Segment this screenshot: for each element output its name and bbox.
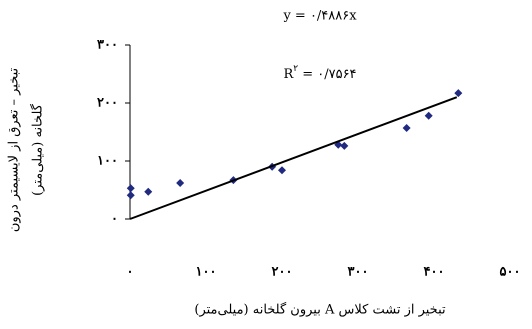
x-tick-label: ۳۰۰	[348, 265, 369, 280]
y-tick-label: ۱۰۰	[97, 154, 118, 169]
y-tick-label: ۲۰۰	[97, 96, 118, 111]
data-point	[454, 89, 463, 98]
y-tick-label: ۰	[111, 212, 118, 227]
x-tick-label: ۴۰۰	[424, 265, 445, 280]
x-tick-label: ۲۰۰	[272, 265, 293, 280]
data-point	[126, 184, 135, 193]
data-point	[278, 166, 286, 175]
x-tick-label: ۰	[127, 265, 134, 280]
y-tick-label: ۳۰۰	[97, 38, 118, 53]
trend-line	[129, 96, 458, 220]
x-tick-label: ۵۰۰	[500, 265, 521, 280]
data-point	[176, 179, 185, 188]
r2-rest: = ۰/۷۵۶۴	[298, 67, 356, 82]
x-tick-label: ۱۰۰	[196, 265, 217, 280]
x-axis-label: تبخیر از تشت کلاس A بیرون گلخانه (میلی‌م…	[194, 302, 446, 318]
y-axis-label: تبخیر – تعرق از لایسیمتر درون	[7, 67, 22, 232]
y-axis-label: گلخانه (میلی‌متر)	[30, 103, 46, 196]
data-point	[402, 123, 411, 132]
r2-base: R	[283, 67, 294, 82]
equation: y = ۰/۴۸۸۶x	[282, 9, 357, 24]
r-squared: R۲ = ۰/۷۵۶۴	[283, 64, 356, 82]
data-point	[424, 111, 433, 120]
r2-sup: ۲	[293, 64, 298, 74]
data-point	[340, 141, 349, 150]
data-point	[126, 191, 135, 200]
data-point	[144, 187, 153, 196]
